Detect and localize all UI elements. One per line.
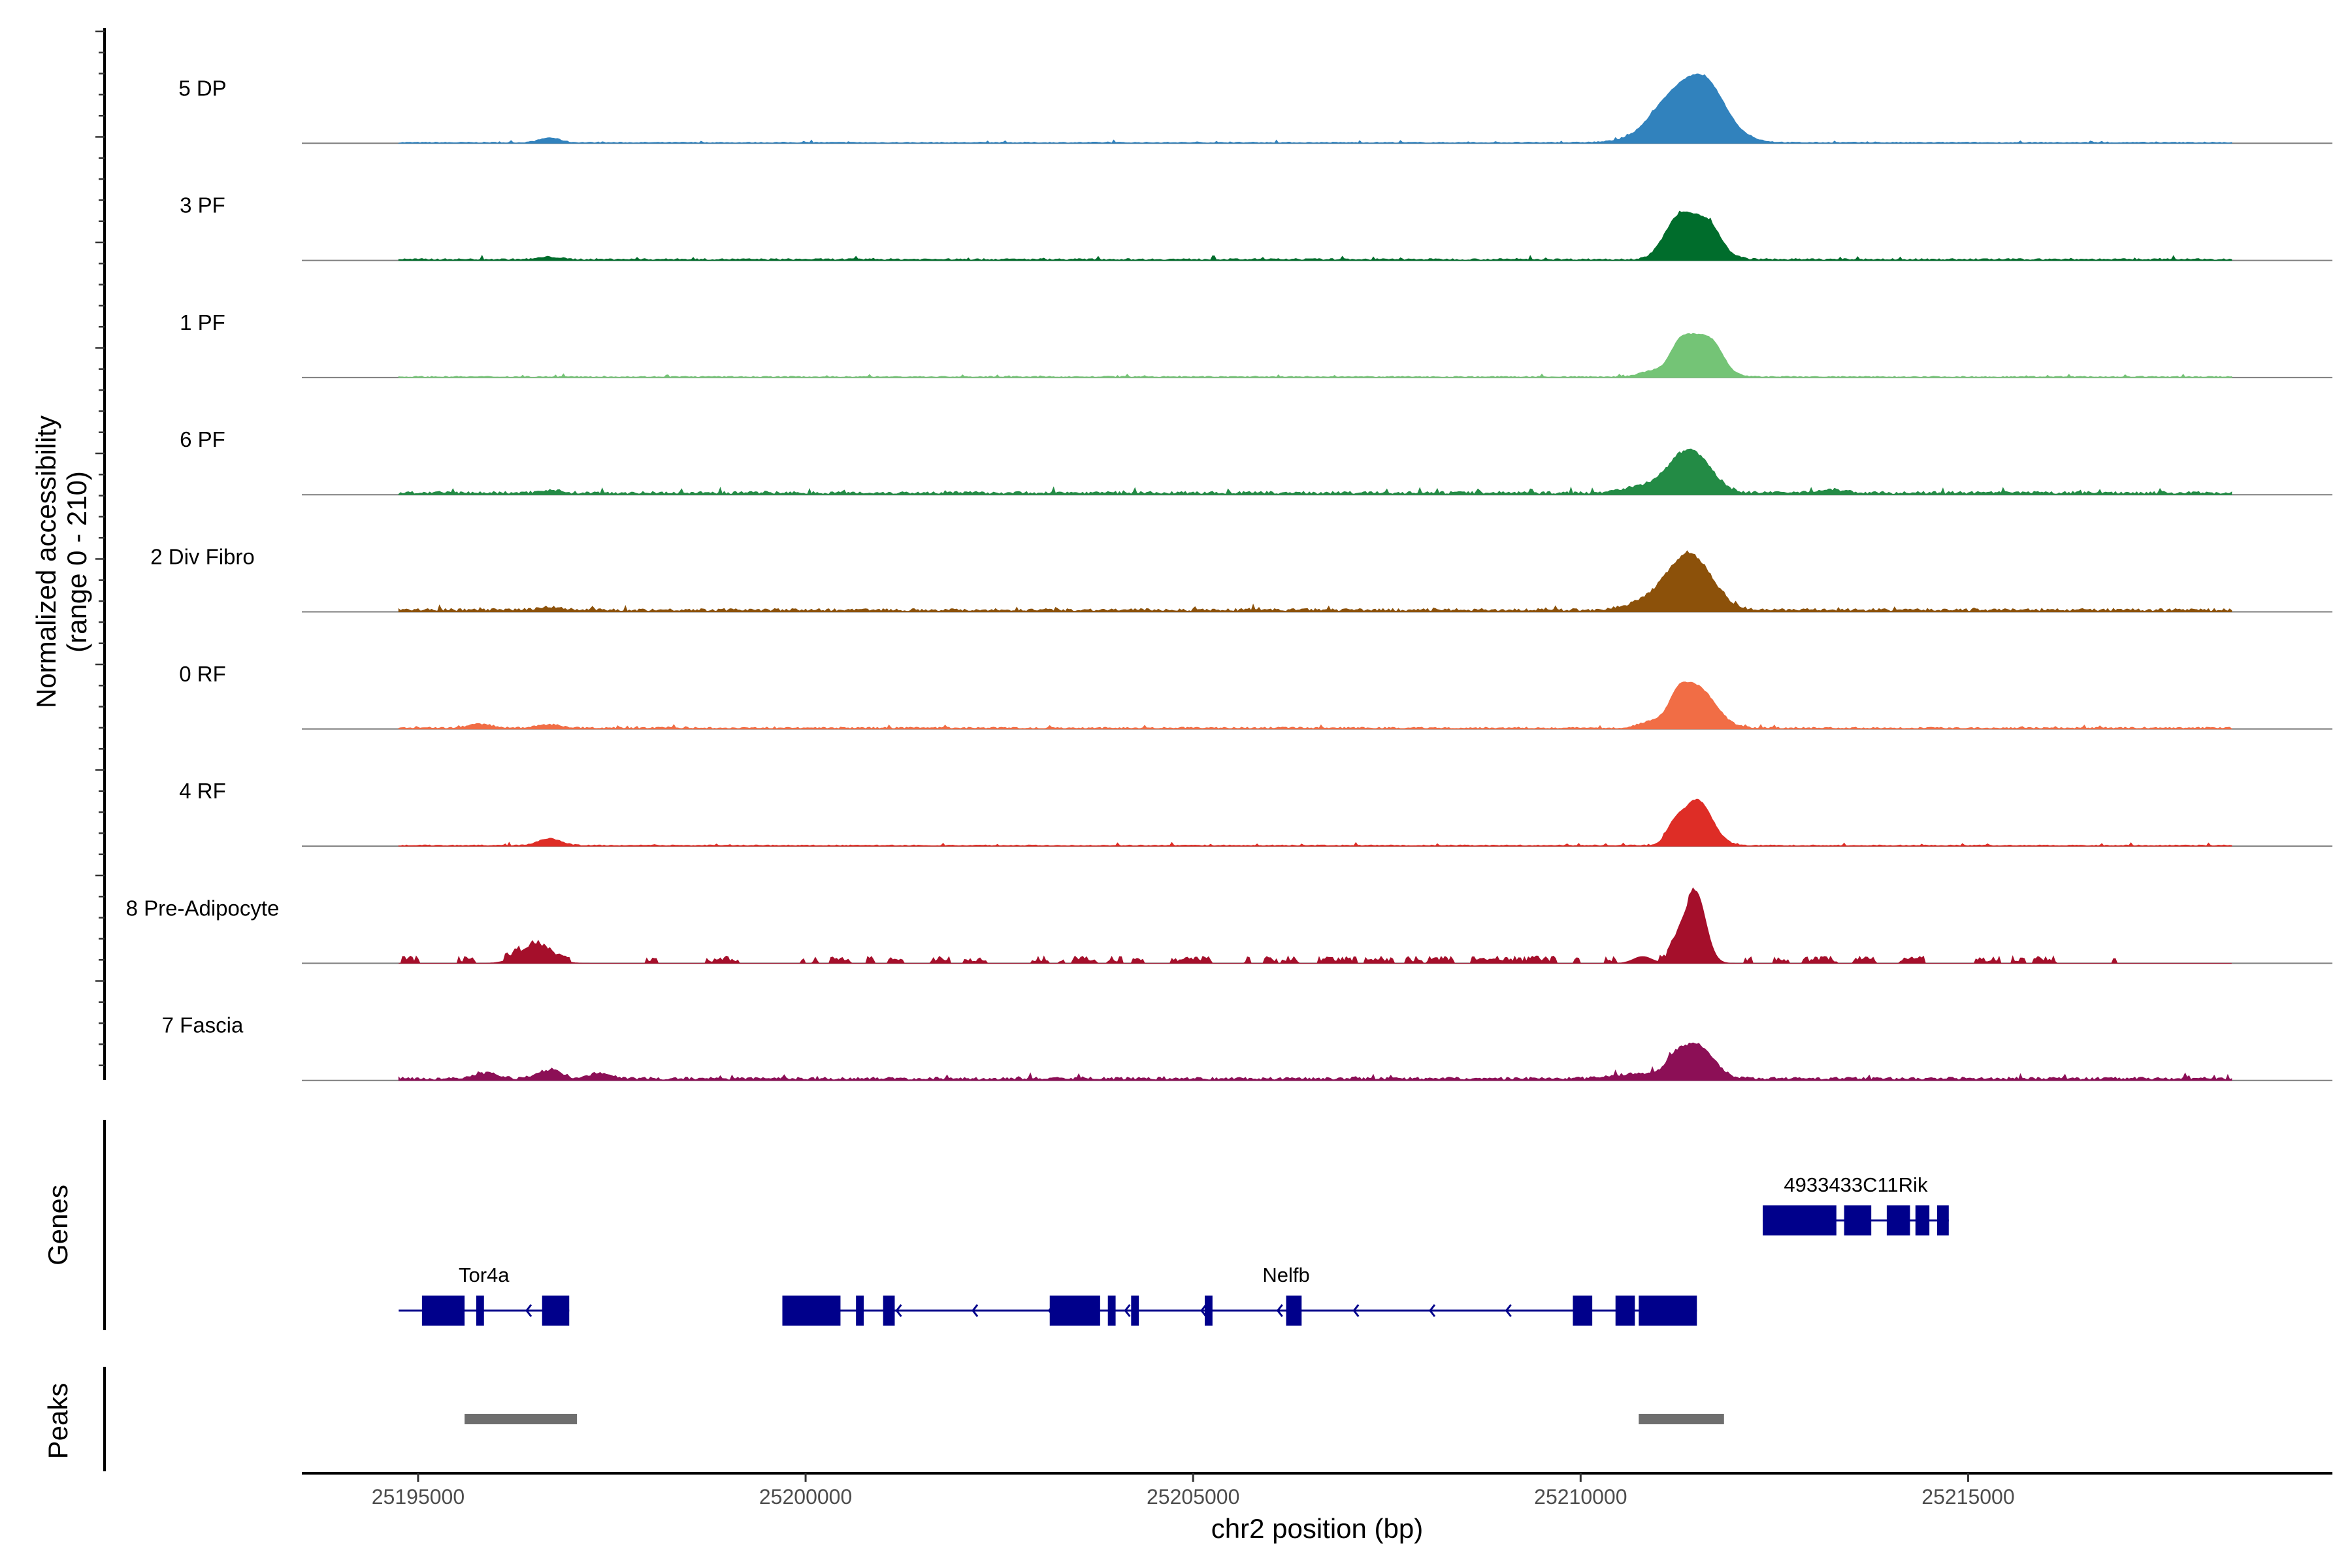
gene-label: 4933433C11Rik bbox=[1784, 1173, 1928, 1196]
x-axis-title: chr2 position (bp) bbox=[1211, 1513, 1424, 1544]
track-label: 5 DP bbox=[178, 76, 226, 100]
gene-label: Nelfb bbox=[1262, 1264, 1309, 1286]
x-tick-label: 25205000 bbox=[1147, 1485, 1239, 1509]
strand-arrow bbox=[1505, 1304, 1512, 1317]
coverage-track: 8 Pre-Adipocyte bbox=[126, 887, 2332, 964]
gene-exon bbox=[1844, 1205, 1872, 1235]
gene-model: 4933433C11Rik bbox=[1763, 1173, 1949, 1235]
coverage-area bbox=[398, 210, 2232, 261]
strand-arrow bbox=[1352, 1304, 1360, 1317]
gene-exon bbox=[1573, 1296, 1593, 1326]
strand-arrow bbox=[525, 1304, 532, 1317]
track-label: 3 PF bbox=[180, 193, 225, 218]
gene-exon bbox=[1639, 1296, 1697, 1326]
coverage-track: 1 PF bbox=[180, 310, 2332, 378]
gene-exon bbox=[1131, 1296, 1139, 1326]
track-label: 0 RF bbox=[179, 662, 226, 686]
gene-exon bbox=[856, 1296, 864, 1326]
strand-arrow bbox=[1200, 1304, 1207, 1317]
track-label: 2 Div Fibro bbox=[150, 545, 255, 569]
x-tick-label: 25195000 bbox=[372, 1485, 465, 1509]
coverage-area bbox=[398, 73, 2232, 144]
x-tick-label: 25215000 bbox=[1921, 1485, 2014, 1509]
coverage-track: 7 Fascia bbox=[162, 1013, 2332, 1081]
gene-exon bbox=[1204, 1296, 1213, 1326]
peaks-panel bbox=[103, 1367, 1724, 1471]
coverage-area bbox=[398, 448, 2232, 495]
gene-exon bbox=[1937, 1205, 1949, 1235]
x-tick-label: 25200000 bbox=[759, 1485, 852, 1509]
strand-arrow bbox=[895, 1304, 902, 1317]
gene-exon bbox=[542, 1296, 570, 1326]
gene-model: Nelfb bbox=[782, 1264, 1697, 1326]
y-axis-title-line1: Normalized accessibility bbox=[31, 416, 61, 708]
x-axis: 25195000 25200000 25205000 25210000 25215000 bbox=[302, 1472, 2332, 1509]
gene-exon bbox=[1915, 1205, 1930, 1235]
strand-arrow bbox=[1276, 1304, 1283, 1317]
gene-exon bbox=[1886, 1205, 1910, 1235]
gene-exon bbox=[476, 1296, 484, 1326]
coverage-track: 6 PF bbox=[180, 427, 2332, 496]
gene-exon bbox=[1763, 1205, 1837, 1235]
genes-panel: 4933433C11Rik Tor4a Nelfb bbox=[103, 1120, 1949, 1330]
y-axis-title-line2: (range 0 - 210) bbox=[61, 471, 92, 653]
coverage-area bbox=[398, 681, 2232, 730]
track-label: 1 PF bbox=[180, 310, 225, 335]
coverage-area bbox=[398, 798, 2232, 847]
strand-arrow bbox=[1124, 1304, 1131, 1317]
coverage-track: 4 RF bbox=[179, 779, 2332, 847]
coverage-track: 2 Div Fibro bbox=[150, 545, 2332, 613]
coverage-area bbox=[398, 1042, 2232, 1081]
gene-label: Tor4a bbox=[459, 1264, 510, 1286]
peak-region bbox=[465, 1414, 578, 1424]
gene-model: Tor4a bbox=[399, 1264, 570, 1326]
coverage-track: 5 DP bbox=[178, 73, 2332, 144]
gene-exon bbox=[1286, 1296, 1302, 1326]
coverage-area bbox=[399, 887, 2232, 964]
peaks-panel-label: Peaks bbox=[42, 1383, 73, 1460]
strand-arrow bbox=[972, 1304, 979, 1317]
strand-arrow bbox=[1429, 1304, 1436, 1317]
coverage-track: 3 PF bbox=[180, 193, 2332, 261]
coverage-track: 0 RF bbox=[179, 662, 2332, 730]
track-label: 4 RF bbox=[179, 779, 226, 803]
gene-exon bbox=[1049, 1296, 1100, 1326]
gene-exon bbox=[1615, 1296, 1635, 1326]
coverage-area bbox=[398, 333, 2232, 378]
track-label: 6 PF bbox=[180, 427, 225, 451]
gene-exon bbox=[883, 1296, 895, 1326]
genes-panel-label: Genes bbox=[42, 1184, 73, 1266]
gene-exon bbox=[1107, 1296, 1116, 1326]
gene-exon bbox=[782, 1296, 841, 1326]
track-label: 7 Fascia bbox=[162, 1013, 244, 1037]
track-label: 8 Pre-Adipocyte bbox=[126, 896, 280, 920]
x-tick-label: 25210000 bbox=[1534, 1485, 1627, 1509]
coverage-tracks: 5 DP 3 PF 1 PF 6 PF 2 Div Fibro 0 RF 4 RF 8 Pre… bbox=[95, 28, 2332, 1081]
coverage-area bbox=[398, 550, 2232, 612]
gene-exon bbox=[421, 1296, 465, 1326]
peak-region bbox=[1639, 1414, 1724, 1424]
